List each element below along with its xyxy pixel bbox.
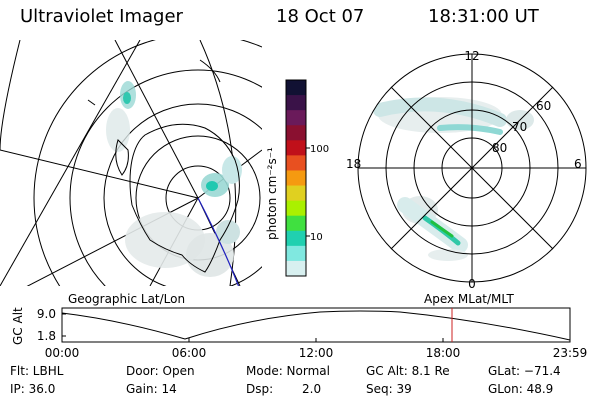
altitude-curve [61, 310, 571, 341]
dsp-value: 2.0 [302, 382, 322, 396]
colorbar-segment [286, 260, 306, 277]
mlat-label-60: 60 [536, 99, 551, 113]
aurora-emission-left [106, 81, 242, 277]
time-label: 18:31:00 UT [428, 6, 539, 27]
aurora-emission-right [373, 97, 534, 261]
filter-value: Flt: LBHL [10, 364, 64, 378]
colorbar-tick-10: 10 [310, 232, 323, 243]
gc-altitude-value: GC Alt: 8.1 Re [366, 364, 450, 378]
geographic-map [0, 40, 262, 286]
altitude-x-tick-1800: 18:00 [426, 346, 461, 360]
dsp-label: Dsp: [246, 382, 274, 396]
geographic-map-label: Geographic Lat/Lon [68, 292, 185, 306]
colorbar-segment [286, 95, 306, 111]
colorbar-segment [286, 170, 306, 187]
colorbar-frame [285, 79, 307, 277]
colorbar-segment [286, 200, 306, 217]
colorbar-segment [286, 110, 306, 126]
colorbar-segment [286, 80, 306, 96]
altitude-x-tick-2359: 23:59 [553, 346, 588, 360]
magnetic-map-label: Apex MLat/MLT [424, 292, 514, 306]
date-label: 18 Oct 07 [276, 6, 365, 27]
colorbar-tick-100: 100 [310, 144, 329, 155]
magnetic-polar-map [357, 53, 587, 283]
altitude-x-tick-0600: 06:00 [172, 346, 207, 360]
altitude-x-tick-0000: 00:00 [45, 346, 80, 360]
intensity-colorbar [285, 79, 307, 277]
mlt-label-12: 12 [464, 49, 479, 63]
antarctica-coastline [129, 123, 240, 273]
altitude-y-title: GC Alt [11, 307, 25, 345]
mlt-label-18: 18 [346, 157, 361, 171]
mlt-label-0: 0 [468, 277, 476, 291]
mode-value: Mode: Normal [246, 364, 330, 378]
mlt-label-6: 6 [574, 157, 582, 171]
colorbar-segment [286, 185, 306, 202]
glon-value: GLon: 48.9 [488, 382, 554, 396]
altitude-y-tick-high: 9.0 [37, 307, 56, 321]
altitude-y-tick-low: 1.8 [37, 329, 56, 343]
glat-value: GLat: −71.4 [488, 364, 561, 378]
altitude-x-tick-1200: 12:00 [299, 346, 334, 360]
colorbar-segment [286, 215, 306, 232]
altitude-plot [61, 307, 571, 343]
mlat-label-80: 80 [492, 141, 507, 155]
colorbar-unit-label: photon cm⁻²s⁻¹ [265, 147, 279, 240]
gain-value: Gain: 14 [126, 382, 177, 396]
instrument-title: Ultraviolet Imager [20, 6, 183, 27]
colorbar-segment [286, 245, 306, 262]
colorbar-segment [286, 155, 306, 171]
colorbar-segment [286, 140, 306, 156]
door-status: Door: Open [126, 364, 195, 378]
colorbar-segment [286, 230, 306, 247]
mlat-label-70: 70 [512, 120, 527, 134]
ip-value: IP: 36.0 [10, 382, 56, 396]
colorbar-segment [286, 125, 306, 141]
sequence-value: Seq: 39 [366, 382, 412, 396]
